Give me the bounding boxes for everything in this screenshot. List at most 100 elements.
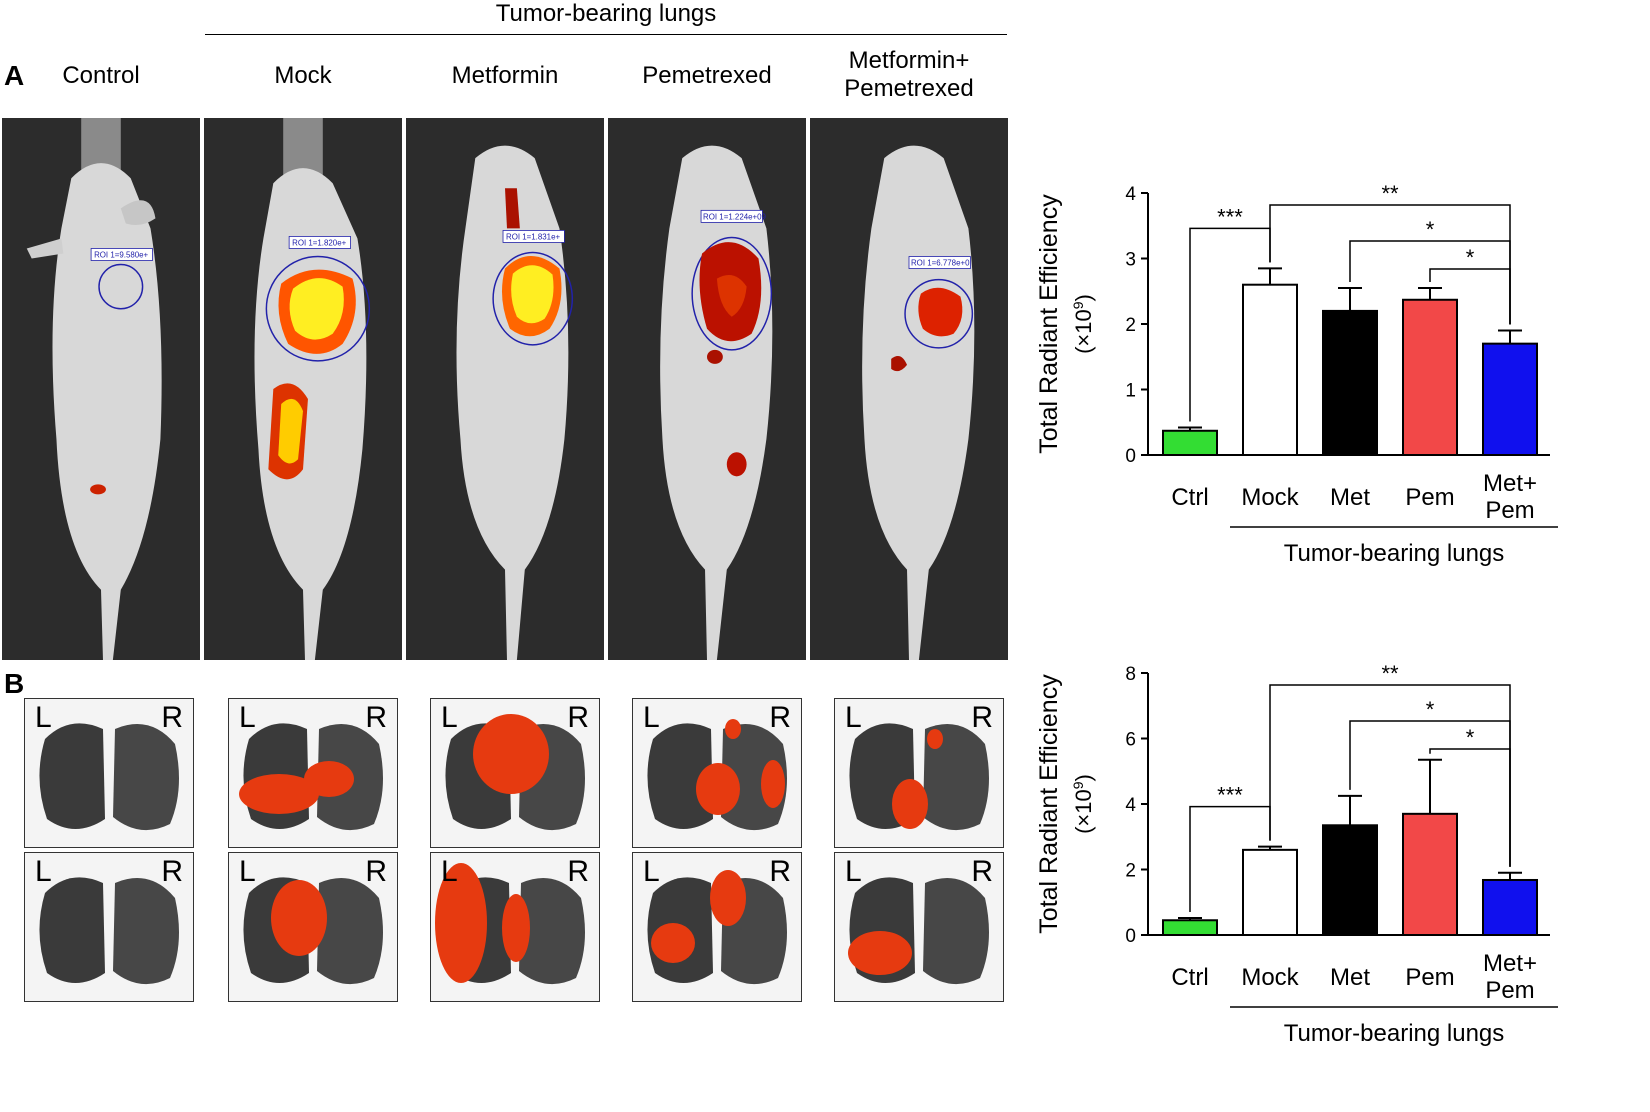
lung-left-label: L [643,855,660,888]
x-tick-label: Met+ [1483,950,1537,977]
group-label: Tumor-bearing lungs [1284,1020,1505,1047]
fluorescence-signal [304,761,354,797]
fluorescence-signal [710,870,746,926]
chart-panel-b: 0 2 4 6 8 Total Radiant Efficiency (×109) Ctrl M… [1025,650,1625,1060]
column-label-pemetrexed: Pemetrexed [642,62,772,89]
x-tick-label: Met [1330,964,1370,991]
fluorescence-signal [473,714,549,794]
fluorescence-signal [696,763,740,815]
column-label-combo: Metformin+ Pemetrexed [810,47,1008,103]
lung-drawing [435,863,585,985]
lung-right-label: R [567,855,589,888]
x-tick-label: Ctrl [1171,484,1208,511]
bar [1242,283,1298,456]
x-tick-label: Ctrl [1171,964,1208,991]
lung-drawing [239,723,383,831]
lung-left-lobe [39,877,105,983]
significance-label: * [1466,725,1475,750]
panel-b-letter: B [4,668,25,699]
significance-label: ** [1381,181,1399,206]
bar [1242,848,1298,937]
lung-left-lobe [39,723,105,829]
roi-label-control: ROI 1=9.580e+ [94,250,148,259]
fluorescence-signal [848,931,912,975]
lung-right-lobe [519,878,585,985]
top-group-label: Tumor-bearing lungs [495,0,717,27]
lung-right-label: R [365,855,387,888]
column-label-combo-line2: Pemetrexed [844,75,974,102]
fluorescence-signal [761,760,785,808]
column-label-combo-line1: Metformin+ [848,47,970,74]
lung-right-label: R [567,701,589,734]
lung-right-lobe [923,724,989,831]
significance-label: * [1466,245,1475,270]
lung-left-label: L [35,701,52,734]
y-tick-label: 3 [1125,250,1136,271]
lung-left-label: L [441,855,458,888]
roi-label-mock: ROI 1=1.820e+ [292,238,346,247]
lung-left-label: L [643,701,660,734]
lung-left-label: L [35,855,52,888]
lung-right-lobe [113,724,179,831]
x-tick-label: Pem [1405,484,1454,511]
x-tick-label: Pem [1485,977,1534,1004]
fluorescence-signal [927,729,943,749]
y-tick-label: 2 [1125,315,1136,336]
fluorescence-signal [725,719,741,739]
lung-left-label: L [239,855,256,888]
significance-bracket [1429,748,1511,867]
lung-drawing [39,723,179,831]
column-label-metformin: Metformin [451,62,559,89]
bar [1402,812,1458,936]
x-tick-label: Pem [1485,497,1534,524]
y-tick-label: 8 [1125,664,1136,685]
bar [1482,878,1538,936]
bar [1162,429,1218,457]
significance-bracket [1429,268,1511,325]
y-axis-unit: (×109) [1070,294,1096,354]
x-tick-label: Mock [1241,964,1299,991]
lung-left-label: L [845,855,862,888]
y-tick-label: 1 [1125,381,1136,402]
lung-drawing [243,877,383,985]
lung-drawing [647,870,787,985]
mouse-image-metformin: ROI 1=1.831e+ [406,118,604,660]
lung-right-label: R [365,701,387,734]
roi-label-combo: ROI 1=6.778e+0 [911,258,970,267]
bar [1322,824,1378,937]
y-axis-label: Total Radiant Efficiency [1035,194,1063,454]
lung-left-label: L [441,701,458,734]
x-tick-label: Met+ [1483,470,1537,497]
bar [1322,309,1378,456]
bar [1162,919,1218,937]
lung-drawing [849,723,989,831]
significance-label: *** [1217,204,1243,229]
lung-drawing [39,877,179,985]
y-tick-label: 2 [1125,861,1136,882]
y-tick-label: 0 [1125,446,1136,467]
mouse-image-pemetrexed: ROI 1=1.224e+09 [608,118,806,660]
fluorescence-signal [271,880,327,956]
mouse-image-mock: ROI 1=1.820e+ [204,118,402,660]
lung-right-lobe [317,878,383,985]
significance-label: ** [1381,661,1399,686]
chart-a-svg: 0 1 2 3 4 Total Radiant Efficiency (×109) Ctrl M… [1035,181,1558,567]
lung-drawing [647,719,787,831]
y-axis-label: Total Radiant Efficiency [1035,674,1063,934]
y-tick-label: 4 [1125,795,1136,816]
bar [1482,342,1538,456]
significance-label: * [1426,697,1435,722]
lung-right-label: R [971,855,993,888]
roi-label-metformin: ROI 1=1.831e+ [506,232,560,241]
y-tick-label: 4 [1125,184,1136,205]
y-tick-label: 6 [1125,730,1136,751]
lung-drawing [848,877,989,985]
